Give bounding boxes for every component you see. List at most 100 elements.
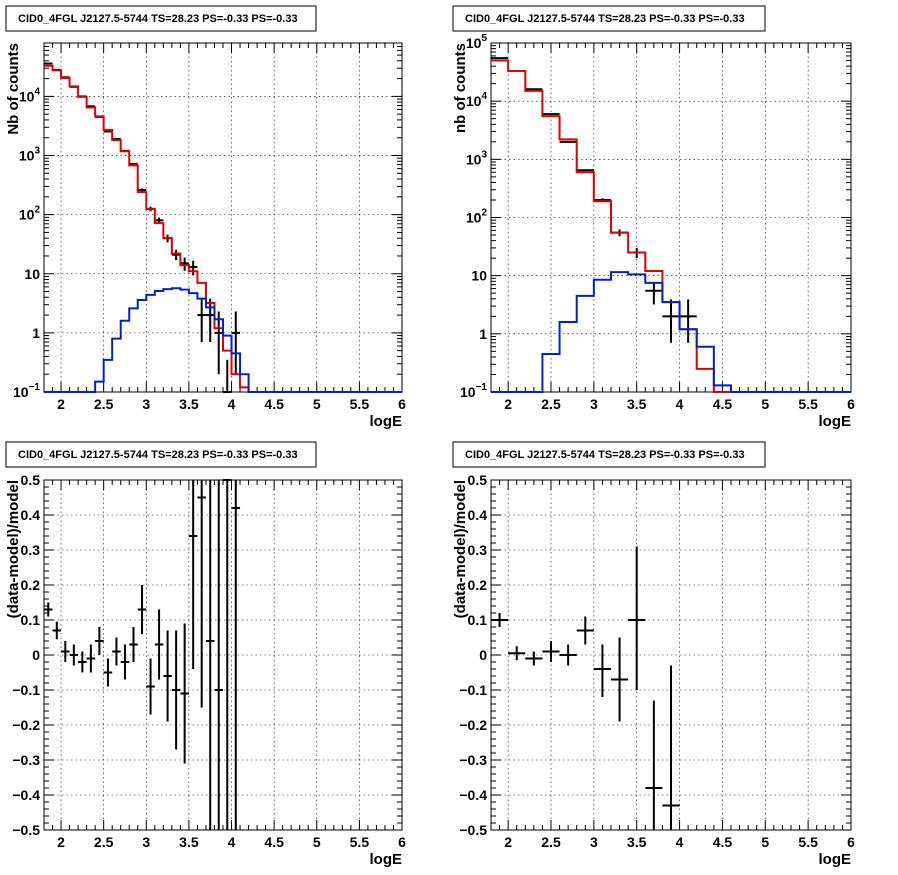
x-tick-label: 5 — [761, 834, 769, 850]
y-tick-label: 10 — [471, 268, 487, 284]
data-point — [86, 644, 96, 673]
y-tick-label: 104 — [466, 91, 488, 109]
x-tick-label: 6 — [398, 834, 406, 850]
x-axis-label: logE — [370, 851, 403, 868]
data-point — [525, 651, 543, 666]
x-tick-label: 4.5 — [713, 396, 733, 412]
data-point — [491, 613, 509, 627]
data-point — [611, 637, 629, 722]
data-point — [508, 646, 526, 661]
y-tick-label: 1 — [32, 325, 40, 341]
y-tick-label: 102 — [466, 208, 488, 226]
y-axis-label: (data-model)/model — [5, 480, 22, 618]
data-point — [197, 298, 206, 343]
x-tick-label: 4 — [676, 396, 684, 412]
x-tick-label: 4 — [676, 834, 684, 850]
y-tick-label: −0.4 — [459, 787, 487, 803]
x-tick-label: 5 — [313, 396, 321, 412]
data-point — [214, 480, 223, 830]
total-model-line — [44, 64, 402, 393]
x-tick-label: 4.5 — [264, 396, 284, 412]
data-point — [69, 644, 79, 666]
data-point — [188, 260, 198, 276]
x-tick-label: 2 — [504, 834, 512, 850]
y-tick-label: 0.4 — [21, 507, 41, 523]
y-axis-label: (data-model)/model — [452, 480, 469, 618]
x-axis-label: logE — [370, 413, 403, 430]
y-tick-label: −0.3 — [459, 752, 487, 768]
chart-title: CID0_4FGL J2127.5-5744 TS=28.23 PS=-0.33… — [465, 13, 745, 25]
x-tick-label: 3 — [590, 396, 598, 412]
x-tick-label: 5.5 — [798, 396, 818, 412]
data-point — [103, 130, 113, 133]
chart-panel-2: 2 2.5 3 3.5 4 4.5 5 5.5 6 10−1 1 10 102 103 104 105 logE… — [452, 5, 855, 430]
y-axis-label: Nb of counts — [5, 43, 22, 135]
data-point — [120, 644, 130, 680]
title-box — [5, 441, 317, 468]
data-point — [231, 311, 241, 375]
y-tick-label: 103 — [19, 146, 41, 164]
data-point — [129, 627, 138, 662]
y-tick-label: 0.5 — [468, 472, 488, 488]
y-tick-label: 0 — [32, 647, 40, 663]
y-tick-label: −0.2 — [12, 717, 40, 733]
y-tick-label: 102 — [19, 205, 41, 223]
title-box — [452, 441, 766, 468]
data-point — [223, 479, 232, 830]
data-point — [197, 480, 206, 708]
x-tick-label: 2 — [504, 396, 512, 412]
data-point — [645, 700, 663, 830]
y-tick-label: −0.2 — [459, 717, 487, 733]
data-point — [154, 609, 164, 680]
data-point — [593, 644, 611, 697]
y-tick-label: −0.5 — [459, 822, 487, 838]
chart-title: CID0_4FGL J2127.5-5744 TS=28.23 PS=-0.33… — [18, 449, 298, 461]
x-tick-label: 2 — [57, 834, 65, 850]
y-tick-label: 10 — [24, 266, 40, 282]
chart-panel-3: 2 2.5 3 3.5 4 4.5 5 5.5 6 −0.5 −0.4 −0.3 −0.2 −0.1 0 0.… — [5, 441, 406, 868]
x-tick-label: 2 — [57, 396, 65, 412]
data-point — [559, 140, 577, 143]
x-tick-label: 3.5 — [627, 396, 647, 412]
title-box — [452, 5, 766, 32]
y-tick-label: 0.5 — [21, 472, 41, 488]
data-point — [44, 602, 53, 617]
data-point — [559, 644, 577, 666]
data-point — [52, 621, 62, 640]
data-point — [146, 658, 155, 715]
x-tick-label: 5.5 — [350, 834, 370, 850]
data-point — [645, 281, 663, 305]
x-tick-label: 3 — [142, 834, 150, 850]
data-point — [214, 311, 223, 375]
x-tick-label: 5 — [313, 834, 321, 850]
data-point — [78, 651, 87, 673]
x-tick-label: 3.5 — [179, 834, 199, 850]
y-tick-label: −0.4 — [12, 787, 40, 803]
x-tick-label: 3.5 — [627, 834, 647, 850]
y-tick-label: 105 — [466, 33, 488, 51]
y-tick-label: −0.5 — [12, 822, 40, 838]
y-tick-label: 10−1 — [460, 382, 487, 400]
data-point — [112, 637, 121, 666]
y-tick-label: 10−1 — [13, 382, 40, 400]
source-model-line — [44, 287, 402, 393]
x-tick-label: 2.5 — [94, 396, 114, 412]
x-tick-label: 3 — [142, 396, 150, 412]
title-box — [5, 5, 317, 32]
data-point — [171, 630, 181, 750]
data-point — [137, 585, 147, 634]
data-point — [576, 169, 594, 172]
x-tick-label: 2.5 — [541, 834, 561, 850]
data-point — [679, 299, 697, 343]
chart-panel-4: 2 2.5 3 3.5 4 4.5 5 5.5 6 −0.5 −0.4 −0.3 −0.2 −0.1 0 0.… — [452, 441, 855, 868]
x-axis-label: logE — [819, 851, 852, 868]
data-point — [171, 249, 181, 261]
y-tick-label: 0.1 — [21, 612, 41, 628]
y-tick-label: 104 — [19, 86, 41, 104]
data-point — [180, 623, 189, 764]
source-model-line — [491, 271, 851, 393]
data-point — [205, 480, 215, 830]
x-tick-label: 5 — [761, 396, 769, 412]
y-tick-label: 0.2 — [21, 577, 41, 593]
